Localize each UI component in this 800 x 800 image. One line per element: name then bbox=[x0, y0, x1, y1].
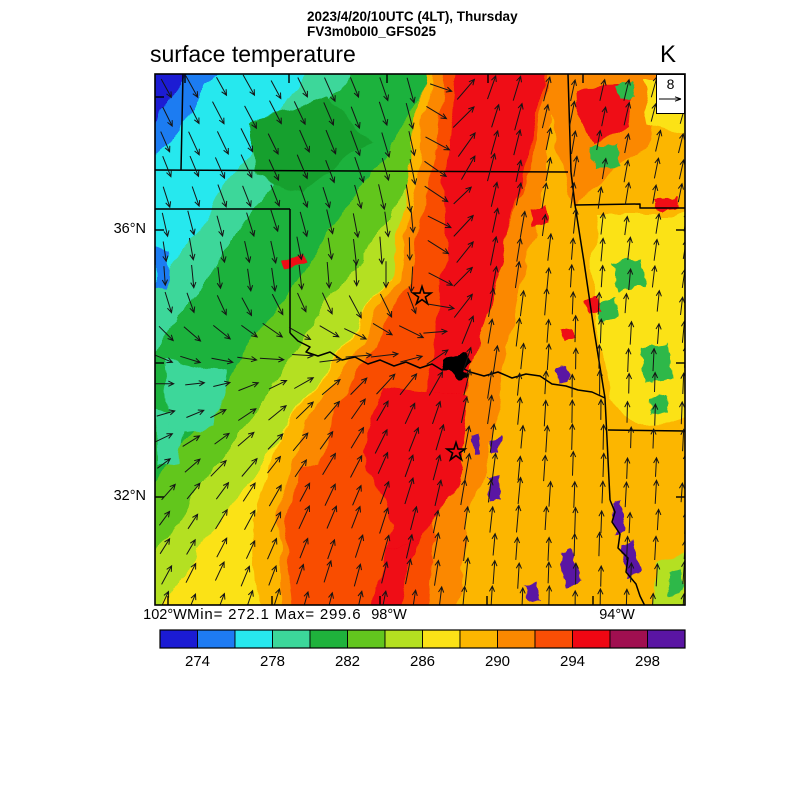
svg-text:282: 282 bbox=[335, 653, 360, 670]
lat-label-32n: 32°N bbox=[113, 488, 146, 504]
svg-text:286: 286 bbox=[410, 653, 435, 670]
map-frame bbox=[154, 73, 686, 606]
svg-text:294: 294 bbox=[560, 653, 585, 670]
reference-arrow-icon bbox=[659, 96, 682, 102]
lat-label-36n: 36°N bbox=[113, 221, 146, 237]
datetime-title: 2023/4/20/10UTC (4LT), Thursday bbox=[307, 9, 518, 24]
reference-vector-box: 8 bbox=[656, 74, 685, 114]
field-title: surface temperature bbox=[150, 41, 356, 67]
city-markers bbox=[410, 283, 468, 462]
state-borders bbox=[155, 74, 685, 605]
svg-text:274: 274 bbox=[185, 653, 210, 670]
temperature-field bbox=[155, 74, 685, 605]
lon-label-98w: 98°W bbox=[371, 607, 407, 623]
reference-vector-value: 8 bbox=[666, 76, 675, 92]
model-title: FV3m0b0I0_GFS025 bbox=[307, 24, 437, 39]
svg-text:290: 290 bbox=[485, 653, 510, 670]
lon-label-94w: 94°W bbox=[599, 607, 635, 623]
lon-label-102w: 102°W bbox=[143, 607, 187, 623]
svg-text:298: 298 bbox=[635, 653, 660, 670]
units-label: K bbox=[660, 41, 677, 68]
wind-arrows bbox=[155, 74, 685, 605]
svg-text:278: 278 bbox=[260, 653, 285, 670]
colorbar: 274 278 282 286 290 294 298 bbox=[159, 629, 686, 670]
min-max-stats: Min= 272.1 Max= 299.6 bbox=[187, 606, 362, 623]
